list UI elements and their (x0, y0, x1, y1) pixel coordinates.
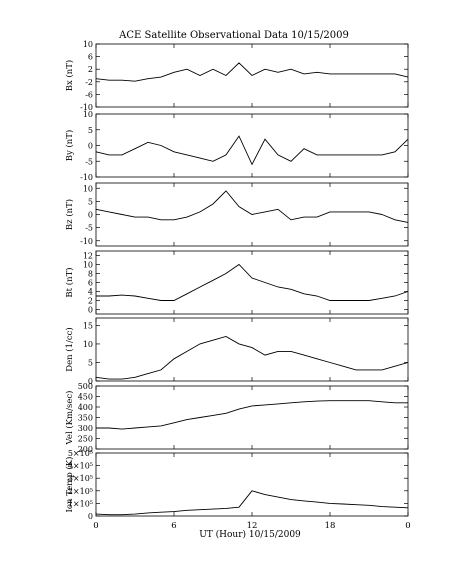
y-tick-label: -2 (85, 78, 93, 87)
y-tick-label: 0 (88, 377, 93, 386)
panel-frame (95, 250, 409, 315)
y-tick-label: 5 (88, 197, 93, 206)
series-line (95, 490, 409, 516)
x-tick-label: 12 (247, 521, 258, 531)
y-tick-label: 0 (88, 211, 93, 220)
series-line (95, 190, 409, 223)
y-axis-label: Den (1/cc) (64, 327, 75, 371)
panel-frame (95, 385, 409, 450)
y-tick-label: 10 (83, 40, 93, 49)
y-tick-label: 4 (88, 288, 93, 297)
y-tick-label: 4×10⁵ (68, 462, 93, 471)
y-tick-label: 1×10⁵ (68, 499, 93, 508)
y-tick-label: 10 (83, 261, 93, 270)
y-tick-label: 300 (78, 424, 93, 433)
y-tick-label: -5 (85, 224, 93, 233)
series-line (95, 336, 409, 380)
chart-title: ACE Satellite Observational Data 10/15/2… (118, 30, 349, 41)
y-tick-label: 2 (88, 297, 93, 306)
y-tick-label: 10 (83, 340, 93, 349)
y-tick-label: 10 (83, 110, 93, 119)
y-tick-label: -6 (85, 90, 93, 99)
y-tick-label: 5×10⁵ (68, 449, 93, 458)
y-tick-label: 3×10⁵ (68, 474, 93, 483)
y-tick-label: 500 (78, 382, 93, 391)
y-tick-label: 6 (88, 53, 93, 62)
y-axis-label: Bt (nT) (64, 267, 75, 297)
y-tick-label: 12 (83, 252, 93, 261)
y-tick-label: -5 (85, 157, 93, 166)
y-tick-label: 8 (88, 270, 93, 279)
y-tick-label: 0 (88, 306, 93, 315)
y-tick-label: 200 (78, 445, 93, 454)
x-axis-label: UT (Hour) 10/15/2009 (199, 529, 301, 540)
y-tick-label: 400 (78, 403, 93, 412)
y-tick-label: 0 (88, 142, 93, 151)
x-tick-label: 18 (325, 521, 336, 531)
x-tick-label: 0 (405, 521, 410, 531)
series-line (96, 400, 408, 430)
series-line (95, 62, 409, 82)
y-tick-label: -10 (80, 173, 93, 182)
x-tick-label: 6 (171, 521, 176, 531)
panels-group: 10 6 2 -2 -6 -10 Bx (nT) 10 5 0 -5 -10 By (nT) 10 5 0 -5… (64, 40, 411, 531)
panel-frame (95, 452, 409, 517)
y-tick-label: 2×10⁵ (68, 487, 93, 496)
y-tick-label: 5 (88, 126, 93, 135)
y-axis-label: By (nT) (64, 130, 75, 162)
panel-frame (95, 317, 409, 382)
series-line (95, 135, 409, 166)
panel-frame (95, 113, 409, 178)
y-tick-label: 15 (83, 321, 93, 330)
y-tick-label: 2 (88, 65, 93, 74)
y-axis-label: Vel (Km/sec) (64, 391, 75, 446)
series-line (96, 263, 409, 301)
y-tick-label: 350 (78, 414, 93, 423)
y-tick-label: 5 (88, 358, 93, 367)
x-tick-label: 0 (93, 521, 98, 531)
y-tick-label: 0 (88, 512, 93, 521)
y-axis-label: Bz (nT) (64, 199, 75, 230)
y-axis-label: Bx (nT) (64, 60, 75, 92)
y-tick-label: -10 (80, 237, 93, 246)
y-tick-label: 250 (78, 435, 93, 444)
y-tick-label: -10 (80, 103, 93, 112)
y-tick-label: 6 (88, 279, 93, 288)
y-axis-label: Ion Temp (K) (64, 457, 75, 513)
y-tick-label: 10 (83, 184, 93, 193)
y-tick-label: 450 (78, 393, 93, 402)
